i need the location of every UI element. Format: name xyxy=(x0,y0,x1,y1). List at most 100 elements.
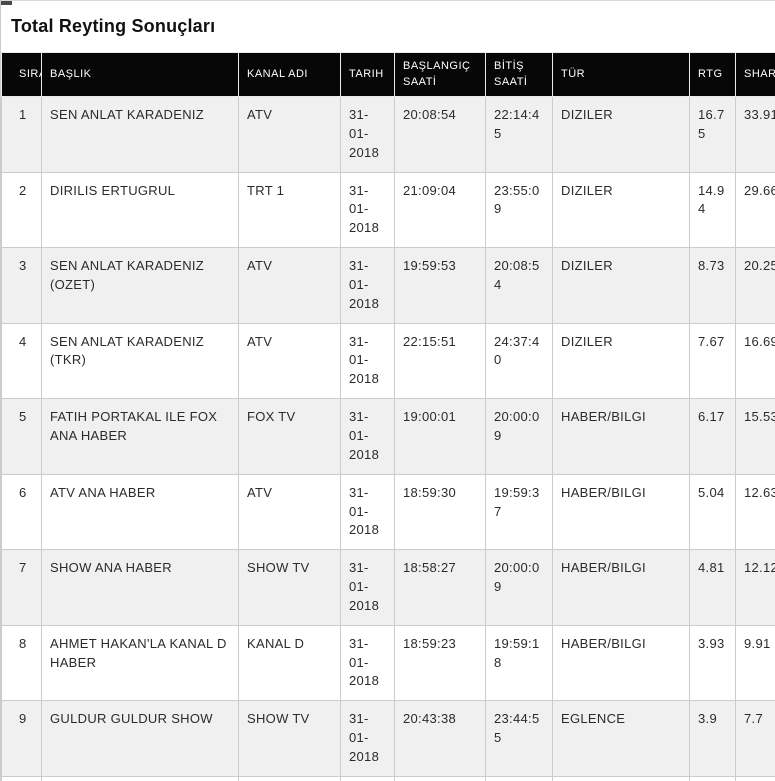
cell-rtg: 6.17 xyxy=(689,398,736,475)
cell-bitis: 20:00:09 xyxy=(485,398,553,475)
cell-rtg: 16.75 xyxy=(689,96,736,173)
cell-bitis: 24:37:40 xyxy=(485,322,553,400)
cell-baslangic: 18:58:27 xyxy=(394,549,486,626)
cell-sira: 1 xyxy=(1,96,42,173)
cell-tur: HABER/BILGI xyxy=(552,775,690,781)
cell-sira: 8 xyxy=(1,624,42,702)
cell-kanal: SHOW TV xyxy=(238,549,341,626)
column-header-baslangic: BAŞLANGIÇ SAATİ xyxy=(394,52,486,97)
cell-baslangic: 20:43:38 xyxy=(394,700,486,777)
cell-tarih: 31-01-2018 xyxy=(340,624,395,702)
cell-baslik: AHMET HAKAN'LA KANAL D HABER xyxy=(41,624,239,702)
table-row: 4 SEN ANLAT KARADENIZ (TKR) ATV 31-01-2018 2… xyxy=(1,322,775,400)
table-row: 2 DIRILIS ERTUGRUL TRT 1 31-01-2018 21:09:04… xyxy=(1,171,775,249)
column-header-rtg: RTG xyxy=(689,52,736,97)
cell-baslik: GULDUR GULDUR SHOW xyxy=(41,700,239,777)
cell-bitis: 20:00:09 xyxy=(485,549,553,626)
cell-bitis: 18:44:13 xyxy=(485,775,553,781)
cell-baslangic: 20:08:54 xyxy=(394,96,486,173)
cell-tarih: 31-01-2018 xyxy=(340,96,395,173)
cell-bitis: 20:08:54 xyxy=(485,247,553,324)
page-title: Total Reyting Sonuçları xyxy=(11,16,216,36)
column-header-kanal: KANAL ADI xyxy=(238,52,341,97)
cell-share: 12.63 xyxy=(735,473,775,551)
cell-baslangic: 22:15:51 xyxy=(394,322,486,400)
cell-rtg: 3.9 xyxy=(689,700,736,777)
cell-kanal: ATV xyxy=(238,775,341,781)
table-row: 10ESRA EROL'DAATV31-01-201816:28:5518:44… xyxy=(1,775,775,781)
column-header-tarih: TARIH xyxy=(340,52,395,97)
column-header-baslik: BAŞLIK xyxy=(41,52,239,97)
table-row: 5 FATIH PORTAKAL ILE FOX ANA HABER FOX TV 3… xyxy=(1,398,775,475)
cell-tarih: 31-01-2018 xyxy=(340,549,395,626)
cell-share: 33.91 xyxy=(735,96,775,173)
cell-tur: DIZILER xyxy=(552,96,690,173)
cell-kanal: ATV xyxy=(238,322,341,400)
cell-share: 29.66 xyxy=(735,171,775,249)
cell-share: 16.69 xyxy=(735,322,775,400)
cell-tarih: 31-01-2018 xyxy=(340,473,395,551)
column-header-tur: TÜR xyxy=(552,52,690,97)
cell-kanal: KANAL D xyxy=(238,624,341,702)
cell-bitis: 19:59:18 xyxy=(485,624,553,702)
corner-mark xyxy=(1,1,12,5)
cell-sira: 4 xyxy=(1,322,42,400)
cell-bitis: 19:59:37 xyxy=(485,473,553,551)
cell-baslik: SEN ANLAT KARADENIZ (OZET) xyxy=(41,247,239,324)
cell-tur: HABER/BILGI xyxy=(552,473,690,551)
cell-share: 20.25 xyxy=(735,247,775,324)
cell-baslangic: 19:00:01 xyxy=(394,398,486,475)
cell-sira: 3 xyxy=(1,247,42,324)
cell-tur: HABER/BILGI xyxy=(552,398,690,475)
cell-rtg: 7.67 xyxy=(689,322,736,400)
cell-kanal: ATV xyxy=(238,247,341,324)
cell-tur: DIZILER xyxy=(552,247,690,324)
column-header-sira: SIRA xyxy=(1,52,42,97)
cell-tur: DIZILER xyxy=(552,171,690,249)
cell-tarih: 31-01-2018 xyxy=(340,700,395,777)
cell-baslangic: 18:59:30 xyxy=(394,473,486,551)
cell-baslik: FATIH PORTAKAL ILE FOX ANA HABER xyxy=(41,398,239,475)
cell-tur: DIZILER xyxy=(552,322,690,400)
table-row: 9 GULDUR GULDUR SHOW SHOW TV 31-01-2018 20:4… xyxy=(1,700,775,777)
cell-sira: 10 xyxy=(1,775,42,781)
cell-rtg: 4.81 xyxy=(689,549,736,626)
cell-baslangic: 18:59:23 xyxy=(394,624,486,702)
table-row: 3 SEN ANLAT KARADENIZ (OZET) ATV 31-01-2018… xyxy=(1,247,775,324)
cell-baslik: SEN ANLAT KARADENIZ (TKR) xyxy=(41,322,239,400)
column-header-bitis: BİTİŞ SAATİ xyxy=(485,52,553,97)
cell-kanal: ATV xyxy=(238,473,341,551)
cell-rtg: 5.04 xyxy=(689,473,736,551)
column-header-share: SHARE xyxy=(735,52,775,97)
cell-baslangic: 16:28:55 xyxy=(394,775,486,781)
cell-baslangic: 19:59:53 xyxy=(394,247,486,324)
cell-rtg: 3.93 xyxy=(689,624,736,702)
table-row: 7 SHOW ANA HABER SHOW TV 31-01-2018 18:58:27… xyxy=(1,549,775,626)
cell-kanal: ATV xyxy=(238,96,341,173)
cell-kanal: FOX TV xyxy=(238,398,341,475)
cell-rtg: 3.78 xyxy=(689,775,736,781)
cell-baslik: SHOW ANA HABER xyxy=(41,549,239,626)
cell-tur: HABER/BILGI xyxy=(552,624,690,702)
cell-sira: 5 xyxy=(1,398,42,475)
cell-sira: 7 xyxy=(1,549,42,626)
cell-tarih: 31-01-2018 xyxy=(340,322,395,400)
cell-baslik: ESRA EROL'DA xyxy=(41,775,239,781)
cell-share: 12.12 xyxy=(735,549,775,626)
cell-bitis: 23:44:55 xyxy=(485,700,553,777)
cell-share: 9.91 xyxy=(735,624,775,702)
cell-tur: HABER/BILGI xyxy=(552,549,690,626)
cell-tarih: 31-01-2018 xyxy=(340,171,395,249)
cell-sira: 2 xyxy=(1,171,42,249)
cell-baslik: DIRILIS ERTUGRUL xyxy=(41,171,239,249)
cell-sira: 6 xyxy=(1,473,42,551)
table-body: 1 SEN ANLAT KARADENIZ ATV 31-01-2018 20:08:5… xyxy=(1,96,775,781)
cell-baslik: SEN ANLAT KARADENIZ xyxy=(41,96,239,173)
cell-tarih: 31-01-2018 xyxy=(340,398,395,475)
cell-baslik: ATV ANA HABER xyxy=(41,473,239,551)
cell-bitis: 22:14:45 xyxy=(485,96,553,173)
